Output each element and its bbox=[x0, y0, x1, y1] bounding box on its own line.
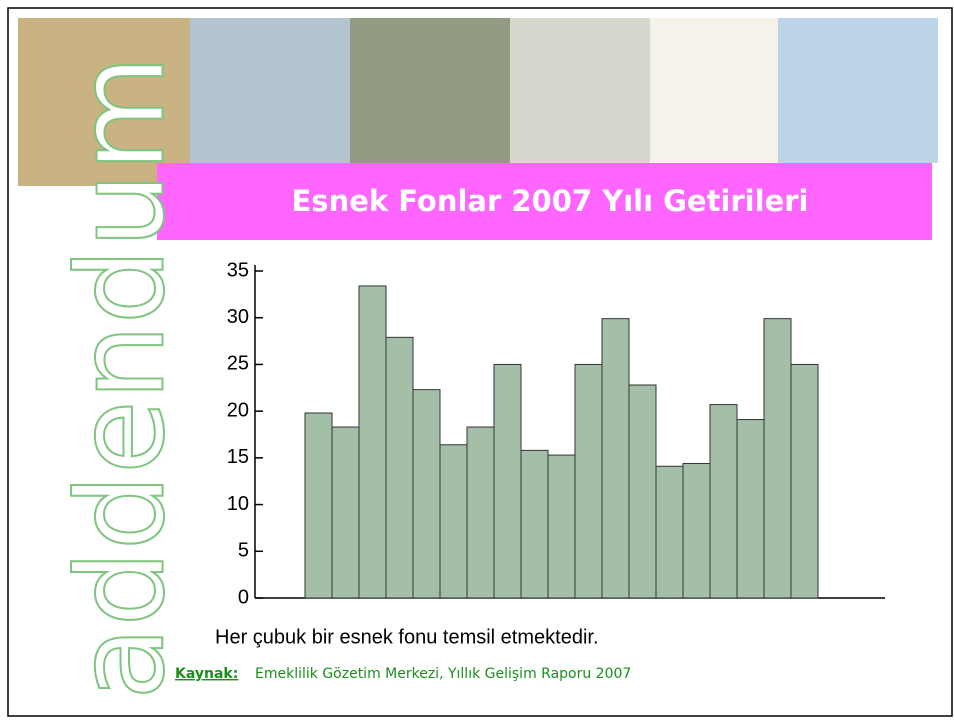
bar bbox=[736, 419, 765, 599]
bar bbox=[574, 363, 603, 599]
banner-hands bbox=[510, 18, 650, 163]
bar bbox=[412, 389, 441, 599]
y-tick-label: 35 bbox=[227, 259, 249, 281]
bar bbox=[520, 449, 549, 599]
bar bbox=[304, 412, 333, 599]
banner-keyboard bbox=[190, 18, 350, 163]
bar bbox=[358, 285, 387, 599]
bar bbox=[385, 336, 414, 599]
y-tick-label: 0 bbox=[238, 586, 249, 608]
source-text: Emeklilik Gözetim Merkezi, Yıllık Gelişi… bbox=[255, 666, 631, 682]
banner-pen bbox=[350, 18, 510, 163]
bar bbox=[709, 404, 738, 599]
bar bbox=[493, 363, 522, 599]
bar bbox=[466, 426, 495, 599]
y-tick-label: 20 bbox=[227, 399, 249, 421]
bar bbox=[601, 318, 630, 599]
y-tick-label: 30 bbox=[227, 306, 249, 328]
chart-title: Esnek Fonlar 2007 Yılı Getirileri bbox=[292, 184, 809, 218]
banner-mouse bbox=[778, 18, 938, 163]
y-tick-label: 5 bbox=[238, 540, 249, 562]
y-tick-label: 10 bbox=[227, 493, 249, 515]
bar bbox=[655, 465, 684, 599]
banner bbox=[18, 18, 938, 186]
bar bbox=[763, 318, 792, 599]
banner-chart bbox=[650, 18, 778, 163]
source-label: Kaynak: bbox=[175, 666, 238, 682]
bar bbox=[682, 462, 711, 599]
logo: addendum bbox=[53, 55, 192, 700]
bar bbox=[790, 363, 819, 599]
bar bbox=[331, 426, 360, 599]
y-tick-label: 25 bbox=[227, 353, 249, 375]
chart-note: Her çubuk bir esnek fonu temsil etmekted… bbox=[215, 626, 599, 648]
bar bbox=[547, 454, 576, 599]
bar bbox=[439, 444, 468, 599]
bar bbox=[628, 384, 657, 599]
y-tick-label: 15 bbox=[227, 446, 249, 468]
title-box bbox=[157, 163, 932, 240]
banner-fade bbox=[18, 18, 938, 186]
banner-books bbox=[18, 18, 190, 186]
